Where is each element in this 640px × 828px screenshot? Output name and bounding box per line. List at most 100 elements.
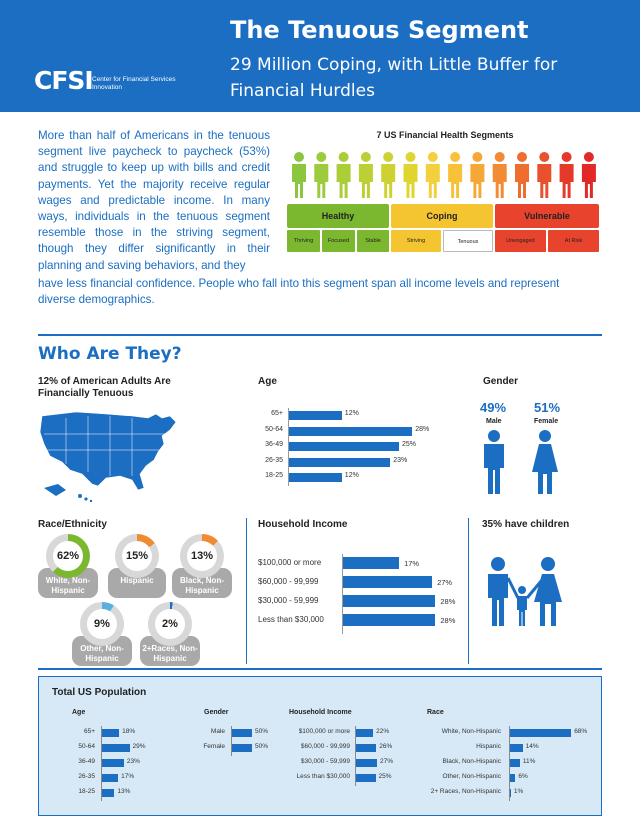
total-bar [356,759,378,767]
income-bar [343,614,436,626]
total-label: 50-64 [78,743,95,750]
cfsi-logo: CFSI Center for Financial Services Innov… [34,68,175,94]
total-value: 22% [376,728,390,735]
us-map-icon [39,411,177,503]
total-bar [510,789,511,797]
total-value: 27% [380,758,394,765]
age-label: 50-64 [265,425,283,433]
total-label: 65+ [83,728,95,735]
race-percent: 2% [162,618,178,630]
age-axis [288,408,289,486]
segment-name: Unengaged [495,230,546,252]
race-heading: Race/Ethnicity [38,519,107,530]
total-value: 11% [522,758,536,765]
income-bar [343,595,436,607]
header-banner: CFSI Center for Financial Services Innov… [0,0,640,112]
segment-name: Tenuous [443,230,493,252]
adults-heading: 12% of American Adults Are Financially T… [38,376,171,399]
total-value: 1% [513,788,524,795]
male-icon [484,430,504,494]
race-ring-inner [155,609,185,639]
race-ring-inner [87,609,117,639]
total-axis [355,726,356,786]
age-bar [289,442,399,451]
race-label: Other, Non-Hispanic [80,644,124,663]
person-icon [292,152,306,198]
segment-name: Striving [391,230,441,252]
total-value: 18% [122,728,136,735]
total-label: Hispanic [476,743,501,750]
race-percent: 13% [190,550,214,562]
race-percent: 62% [56,550,80,562]
age-label: 26-35 [265,456,283,464]
person-icon [314,152,329,198]
total-label: Male [210,728,225,735]
race-ring-inner [53,541,83,571]
person-icon [581,152,596,198]
total-value: 50% [255,743,269,750]
total-axis [509,726,510,801]
female-label: Female [534,418,559,425]
intro-text: More than half of Americans in the tenuo… [38,129,270,272]
race-percent: 9% [94,618,110,630]
total-heading: Total US Population [52,687,147,698]
segment-group-coping: Coping [391,204,493,228]
who-heading: Who Are They? [38,344,182,364]
separator [246,518,247,664]
person-icon [358,152,373,198]
race-ring-inner [187,541,217,571]
total-label: 2+ Races, Non-Hispanic [430,788,501,795]
age-bar [289,457,391,467]
age-label: 65+ [271,410,283,417]
income-label: $30,000 - 59,999 [258,596,319,605]
total-bar [356,729,374,737]
total-bar [356,744,377,752]
age-label: 36-49 [265,441,283,448]
total-bar [510,759,520,767]
separator [468,518,469,664]
person-icon [336,152,351,198]
total-age-heading: Age [72,709,86,716]
income-axis [342,554,343,634]
total-value: 13% [117,788,131,795]
total-value: 25% [378,773,392,780]
income-value: 28% [440,597,456,606]
race-percent: 15% [125,550,149,562]
segment-name: Thriving [287,230,320,252]
total-bar [102,774,119,782]
total-bar [232,744,252,752]
total-bar [510,744,523,752]
total-value: 68% [574,728,588,735]
segment-name: Focused [322,230,355,252]
person-icon [537,152,552,198]
person-icon [559,152,574,198]
person-icon [448,152,463,198]
segment-group-healthy: Healthy [287,204,389,228]
age-bar [289,426,413,436]
total-bar [232,729,252,737]
total-bar [102,759,124,767]
income-value: 28% [440,616,456,625]
total-value: 14% [525,743,539,750]
age-value: 12% [344,410,359,417]
total-bar [102,729,120,737]
segment-name: Stable [357,230,389,252]
income-value: 27% [437,578,453,587]
female-percent: 51% [534,400,561,415]
age-heading: Age [258,376,277,387]
race-label: White, Non-Hispanic [45,576,91,595]
total-label: $60,000 - 99,999 [300,743,350,750]
income-bar [343,557,400,569]
total-bar [510,774,516,782]
female-icon [532,430,558,494]
segment-people-icons [292,152,596,198]
income-label: $100,000 or more [258,558,322,567]
person-icon [425,152,440,198]
children-heading: 35% have children [482,519,570,530]
total-label: 36-49 [78,758,95,765]
page-title: The Tenuous Segment [230,16,529,44]
age-value: 23% [393,456,408,464]
age-bar [289,473,342,482]
gender-heading: Gender [483,376,519,387]
segment-groups: Healthy Coping Vulnerable [287,204,599,228]
